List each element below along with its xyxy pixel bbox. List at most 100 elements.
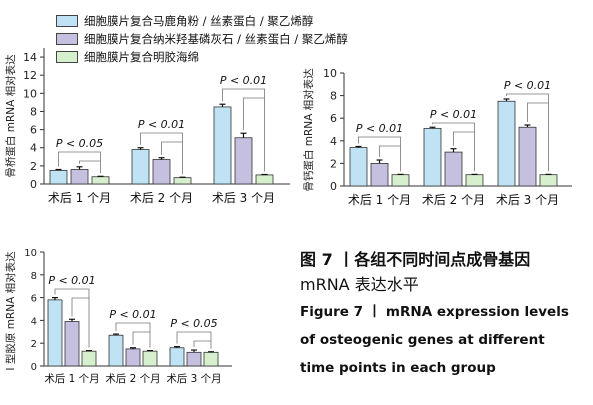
bar [465,174,484,187]
y-tick-label: 0 [30,178,37,191]
y-tick-label: 8 [30,105,37,118]
bar [108,334,124,367]
y-tick-label: 10 [23,87,37,100]
x-category-label: 术后 2 个月 [105,373,160,385]
legend-item-group3: 细胞膜片复合明胶海绵 [56,48,348,66]
y-tick-label: 0 [31,362,37,373]
y-tick-label: 4 [330,135,337,148]
caption-cn-line2: mRNA 表达水平 [300,275,419,294]
x-category-label: 术后 1 个月 [348,193,411,207]
bar [131,149,150,185]
bar [213,106,232,185]
y-tick-label: 2 [31,339,37,350]
significance-bracket [71,297,89,317]
bar [539,174,558,187]
y-tick-label: 8 [330,90,337,103]
bar [203,351,219,367]
legend-label-group3: 细胞膜片复合明胶海绵 [84,50,199,64]
bar [497,100,516,187]
significance-bracket [176,331,212,349]
x-category-label: 术后 3 个月 [212,191,275,205]
x-category-label: 术后 1 个月 [44,373,99,385]
legend-swatch-group1 [56,15,78,27]
y-tick-label: 10 [24,248,37,259]
p-value-annotation: P < 0.01 [504,79,551,92]
significance-bracket [140,132,183,175]
significance-bracket [58,151,101,174]
bar [47,299,63,367]
bar [349,147,368,187]
p-value-annotation: P < 0.01 [220,74,267,87]
bar [81,350,97,367]
p-value-annotation: P < 0.05 [56,137,103,150]
bar [423,127,442,187]
y-tick-label: 10 [323,67,337,80]
x-category-label: 术后 2 个月 [130,191,193,205]
bar [125,348,141,367]
legend-swatch-group3 [56,51,78,63]
x-category-label: 术后 3 个月 [496,193,559,207]
bar [186,351,202,367]
bar [169,347,185,367]
y-tick-label: 4 [30,142,37,155]
y-axis-label: 骨钙蛋白 mRNA 相对表达 [302,68,315,192]
caption-en-line2: of osteogenic genes at different [300,332,545,348]
bar [173,177,192,185]
y-tick-label: 0 [330,180,337,193]
legend-label-group2: 细胞膜片复合纳米羟基磷灰石 / 丝素蛋白 / 聚乙烯醇 [84,32,348,46]
significance-bracket [506,93,549,172]
legend-item-group1: 细胞膜片复合马鹿角粉 / 丝素蛋白 / 聚乙烯醇 [56,12,348,30]
significance-bracket [379,145,401,158]
significance-bracket [243,97,265,131]
legend-label-group1: 细胞膜片复合马鹿角粉 / 丝素蛋白 / 聚乙烯醇 [84,14,314,28]
caption-cn-line1: 图 7 丨各组不同时间点成骨基因 [300,250,531,269]
caption-en-line3: time points in each group [300,360,496,376]
y-tick-label: 2 [330,157,337,170]
y-tick-label: 6 [31,294,37,305]
caption-en-line1: Figure 7 丨 mRNA expression levels [300,304,569,320]
legend: 细胞膜片复合马鹿角粉 / 丝素蛋白 / 聚乙烯醇 细胞膜片复合纳米羟基磷灰石 /… [56,12,348,66]
x-category-label: 术后 3 个月 [166,373,221,385]
y-tick-label: 8 [31,271,37,282]
bar [391,174,410,187]
bar [370,162,389,187]
bar [234,137,253,185]
p-value-annotation: P < 0.01 [109,308,156,321]
bar [64,321,80,367]
y-tick-label: 14 [23,51,37,64]
y-tick-label: 2 [30,160,37,173]
bar [91,176,110,185]
bar [142,350,158,367]
significance-bracket [161,141,183,155]
significance-bracket [527,102,549,122]
significance-bracket [54,288,90,348]
significance-bracket [432,122,475,172]
bar [49,169,68,185]
legend-swatch-group2 [56,33,78,45]
y-tick-label: 6 [30,124,37,137]
y-axis-label: 骨桥蛋白 mRNA 相对表达 [4,54,17,178]
bar [152,159,171,185]
y-tick-label: 6 [330,112,337,125]
y-axis-label: I 型胶原 mRNA 相对表达 [4,251,17,371]
p-value-annotation: P < 0.01 [48,274,95,287]
p-value-annotation: P < 0.01 [356,122,403,135]
significance-bracket [358,136,401,172]
significance-bracket [79,160,101,164]
bar [444,151,463,187]
significance-bracket [453,131,475,146]
x-category-label: 术后 1 个月 [48,191,111,205]
y-tick-label: 12 [23,69,37,82]
p-value-annotation: P < 0.01 [138,118,185,131]
legend-item-group2: 细胞膜片复合纳米羟基磷灰石 / 丝素蛋白 / 聚乙烯醇 [56,30,348,48]
figure-caption: 图 7 丨各组不同时间点成骨基因 mRNA 表达水平 Figure 7 丨 mR… [300,246,590,382]
bar [518,126,537,187]
y-tick-label: 4 [31,316,37,327]
x-category-label: 术后 2 个月 [422,193,485,207]
p-value-annotation: P < 0.01 [430,108,477,121]
p-value-annotation: P < 0.05 [170,317,217,330]
significance-bracket [222,88,265,172]
bar [255,174,274,185]
significance-bracket [115,322,151,348]
